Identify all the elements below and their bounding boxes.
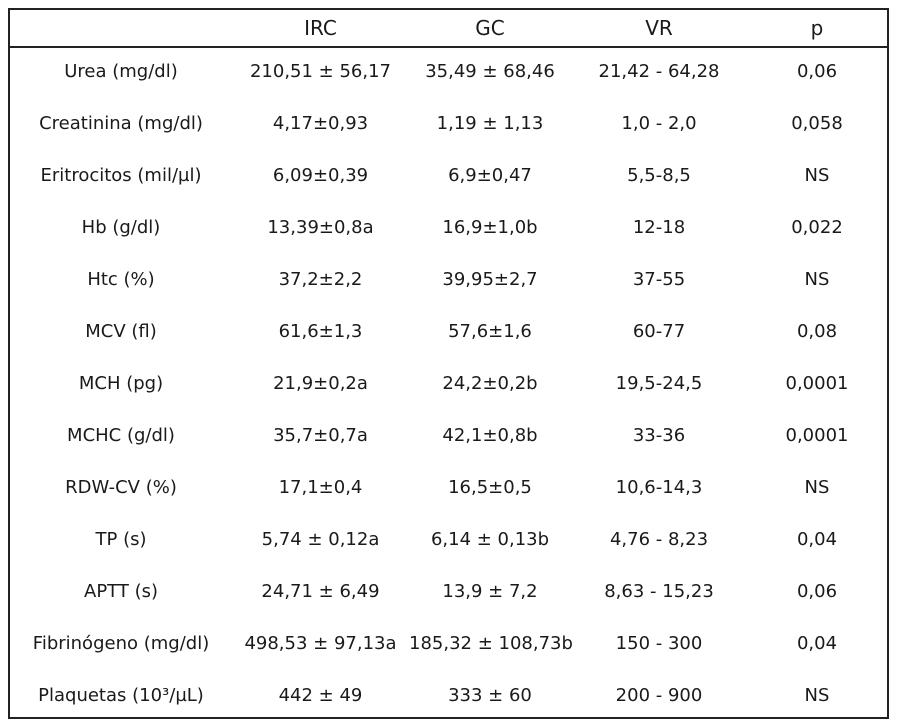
cell-irc: 13,39±0,8a <box>267 217 374 238</box>
cell-p: 0,022 <box>791 217 843 238</box>
lab-results-table: IRC GC VR p Urea (mg/dl) 210,51 ± 56,17 35… <box>8 8 889 719</box>
cell-parameter: RDW-CV (%) <box>65 477 177 498</box>
cell-parameter: Hb (g/dl) <box>81 217 161 238</box>
cell-vr: 33-36 <box>632 425 686 446</box>
cell-vr: 200 - 900 <box>615 685 703 706</box>
cell-parameter: Urea (mg/dl) <box>64 61 178 82</box>
table-row: Hb (g/dl) 13,39±0,8a 16,9±1,0b 12-18 0,022 <box>10 204 887 256</box>
cell-vr: 8,63 - 15,23 <box>604 581 714 602</box>
cell-parameter: Htc (%) <box>87 269 155 290</box>
cell-p: NS <box>804 165 830 186</box>
cell-irc: 24,71 ± 6,49 <box>261 581 380 602</box>
cell-vr: 60-77 <box>632 321 686 342</box>
cell-p: 0,058 <box>791 113 843 134</box>
cell-vr: 19,5-24,5 <box>615 373 703 394</box>
cell-p: NS <box>804 477 830 498</box>
table-row: Creatinina (mg/dl) 4,17±0,93 1,19 ± 1,13 1,… <box>10 100 887 152</box>
cell-irc: 210,51 ± 56,17 <box>249 61 392 82</box>
cell-vr: 5,5-8,5 <box>627 165 691 186</box>
cell-vr: 21,42 - 64,28 <box>598 61 720 82</box>
cell-gc: 16,9±1,0b <box>442 217 538 238</box>
cell-parameter: TP (s) <box>95 529 147 550</box>
cell-irc: 37,2±2,2 <box>278 269 363 290</box>
table-row: TP (s) 5,74 ± 0,12a 6,14 ± 0,13b 4,76 - 8,2… <box>10 516 887 568</box>
cell-irc: 17,1±0,4 <box>278 477 363 498</box>
cell-gc: 6,14 ± 0,13b <box>430 529 550 550</box>
cell-parameter: Eritrocitos (mil/µl) <box>40 165 202 186</box>
cell-gc: 57,6±1,6 <box>448 321 532 342</box>
cell-p: NS <box>804 685 830 706</box>
header-cell-gc: GC <box>475 16 505 40</box>
table-row: Plaquetas (10³/µL) 442 ± 49 333 ± 60 200 - … <box>10 672 887 724</box>
cell-irc: 5,74 ± 0,12a <box>261 529 380 550</box>
table-row: Urea (mg/dl) 210,51 ± 56,17 35,49 ± 68,46 2… <box>10 48 887 100</box>
cell-irc: 35,7±0,7a <box>273 425 368 446</box>
cell-irc: 61,6±1,3 <box>278 321 363 342</box>
cell-irc: 21,9±0,2a <box>273 373 368 394</box>
table-header-row: IRC GC VR p <box>10 10 887 48</box>
table-row: MCV (fl) 61,6±1,3 57,6±1,6 60-77 0,08 <box>10 308 887 360</box>
cell-gc: 35,49 ± 68,46 <box>425 61 555 82</box>
table-row: Fibrinógeno (mg/dl) 498,53 ± 97,13a 185,32… <box>10 620 887 672</box>
table-row: Eritrocitos (mil/µl) 6,09±0,39 6,9±0,47 5,5… <box>10 152 887 204</box>
cell-parameter: Fibrinógeno (mg/dl) <box>32 633 210 654</box>
cell-parameter: Creatinina (mg/dl) <box>39 113 203 134</box>
cell-vr: 10,6-14,3 <box>615 477 703 498</box>
header-cell-p: p <box>810 16 824 40</box>
cell-gc: 24,2±0,2b <box>442 373 538 394</box>
cell-p: 0,08 <box>796 321 838 342</box>
cell-p: 0,0001 <box>785 373 849 394</box>
cell-vr: 1,0 - 2,0 <box>621 113 697 134</box>
cell-vr: 37-55 <box>632 269 686 290</box>
cell-vr: 12-18 <box>632 217 686 238</box>
cell-irc: 498,53 ± 97,13a <box>244 633 397 654</box>
cell-gc: 1,19 ± 1,13 <box>436 113 544 134</box>
cell-parameter: APTT (s) <box>84 581 158 602</box>
cell-p: 0,04 <box>796 529 838 550</box>
table-row: MCHC (g/dl) 35,7±0,7a 42,1±0,8b 33-36 0,0001 <box>10 412 887 464</box>
cell-gc: 16,5±0,5 <box>448 477 532 498</box>
cell-p: 0,04 <box>796 633 838 654</box>
table-row: RDW-CV (%) 17,1±0,4 16,5±0,5 10,6-14,3 NS <box>10 464 887 516</box>
header-cell-irc: IRC <box>304 16 337 40</box>
cell-p: 0,06 <box>796 581 838 602</box>
cell-gc: 333 ± 60 <box>448 685 532 706</box>
cell-p: NS <box>804 269 830 290</box>
cell-p: 0,0001 <box>785 425 849 446</box>
cell-parameter: Plaquetas (10³/µL) <box>38 685 204 706</box>
table-row: MCH (pg) 21,9±0,2a 24,2±0,2b 19,5-24,5 0,000… <box>10 360 887 412</box>
cell-gc: 42,1±0,8b <box>442 425 538 446</box>
table-row: Htc (%) 37,2±2,2 39,95±2,7 37-55 NS <box>10 256 887 308</box>
cell-irc: 442 ± 49 <box>278 685 363 706</box>
cell-parameter: MCH (pg) <box>78 373 164 394</box>
cell-irc: 4,17±0,93 <box>272 113 369 134</box>
table-row: APTT (s) 24,71 ± 6,49 13,9 ± 7,2 8,63 - 15,… <box>10 568 887 620</box>
cell-gc: 6,9±0,47 <box>448 165 532 186</box>
cell-vr: 150 - 300 <box>615 633 703 654</box>
cell-gc: 13,9 ± 7,2 <box>442 581 538 602</box>
header-cell-vr: VR <box>645 16 673 40</box>
cell-parameter: MCHC (g/dl) <box>67 425 175 446</box>
cell-vr: 4,76 - 8,23 <box>609 529 709 550</box>
cell-p: 0,06 <box>796 61 838 82</box>
cell-parameter: MCV (fl) <box>85 321 157 342</box>
cell-gc: 185,32 ± 108,73b <box>409 633 573 654</box>
cell-irc: 6,09±0,39 <box>272 165 369 186</box>
cell-gc: 39,95±2,7 <box>442 269 538 290</box>
